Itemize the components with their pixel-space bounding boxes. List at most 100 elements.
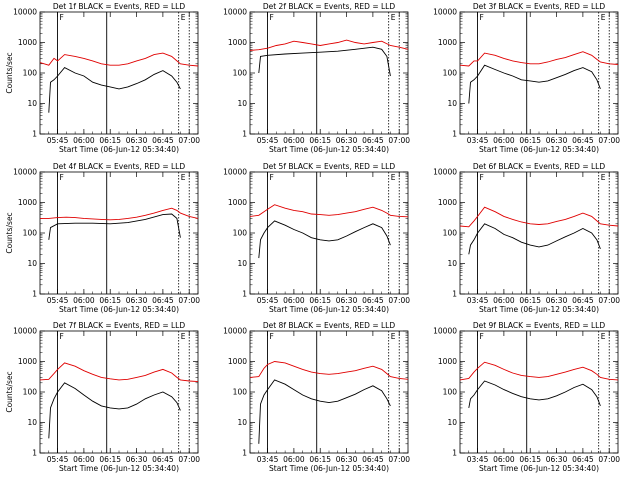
chart-panel-8: Det 8f BLACK = Events, RED = LLD 1 10 100 10… [223,321,410,473]
x-tick-label: 07:00 [178,455,200,464]
y-tick-label: 1 [452,290,457,299]
x-tick-label: 05:45 [47,136,69,145]
x-tick-label: 06:00 [73,136,95,145]
y-tick-label: 10 [447,99,457,108]
x-tick-label: 06:45 [152,136,174,145]
x-tick-label: 03:45 [467,296,489,305]
flag-label: E [391,13,396,22]
y-tick-label: 10000 [13,8,37,17]
y-tick-label: 1000 [438,38,457,47]
x-tick-label: 05:45 [257,136,279,145]
panel-title: Det 5f BLACK = Events, RED = LLD [263,162,396,171]
y-tick-label: 1000 [228,38,247,47]
series-line-events [468,64,601,104]
y-tick-label: 1000 [438,357,457,366]
x-tick-label: 06:45 [362,296,384,305]
x-tick-label: 06:30 [546,455,568,464]
x-axis-label: Start Time (06-Jun-12 05:34:40) [479,464,599,473]
flag-label: E [601,332,606,341]
y-tick-label: 100 [23,388,38,397]
flag-label: E [181,173,186,182]
x-tick-label: 03:45 [467,455,489,464]
flag-label: F [60,332,64,341]
flag-label: F [480,173,484,182]
x-tick-label: 07:00 [598,136,620,145]
x-axis-label: Start Time (06-Jun-12 05:34:40) [269,464,389,473]
x-tick-label: 06:15 [99,136,121,145]
y-tick-label: 1 [242,449,247,458]
y-tick-label: 10000 [13,327,37,336]
y-tick-label: 10 [27,259,37,268]
y-tick-label: 10 [237,418,247,427]
x-tick-label: 06:45 [572,296,594,305]
x-tick-label: 06:45 [152,455,174,464]
series-line-events [258,46,391,77]
x-tick-label: 06:15 [519,296,541,305]
y-tick-label: 10 [237,259,247,268]
flag-label: E [391,332,396,341]
flag-label: F [60,173,64,182]
x-tick-label: 06:45 [362,455,384,464]
x-tick-label: 06:00 [283,136,305,145]
y-tick-label: 100 [23,229,38,238]
x-tick-label: 06:00 [493,136,515,145]
y-tick-label: 10000 [433,168,457,177]
flag-label: F [270,173,274,182]
series-line-events [258,220,391,259]
x-tick-label: 06:30 [336,455,358,464]
y-tick-label: 1 [452,449,457,458]
series-line-lld [459,51,619,67]
panel-title: Det 9f BLACK = Events, RED = LLD [473,321,606,330]
chart-panel-2: Det 2f BLACK = Events, RED = LLD 1 10 100 10… [223,2,410,154]
flag-label: F [270,13,274,22]
y-axis-label: Counts/sec [5,212,14,253]
chart-panel-3: Det 3f BLACK = Events, RED = LLD 1 10 100 10… [433,2,620,154]
panel-title: Det 6f BLACK = Events, RED = LLD [473,162,606,171]
x-tick-label: 06:30 [546,136,568,145]
flag-label: E [181,13,186,22]
series-line-events [48,382,181,439]
chart-panel-6: Det 6f BLACK = Events, RED = LLD 1 10 100 10… [433,162,620,314]
y-tick-label: 1 [242,130,247,139]
y-tick-label: 10 [27,99,37,108]
y-tick-label: 1000 [18,38,37,47]
panel-title: Det 8f BLACK = Events, RED = LLD [263,321,396,330]
series-line-lld [249,39,409,51]
y-tick-label: 1000 [18,198,37,207]
x-tick-label: 06:15 [519,455,541,464]
x-tick-label: 07:00 [598,296,620,305]
x-tick-label: 06:15 [309,455,331,464]
series-line-lld [249,204,409,218]
series-line-events [468,223,601,255]
x-tick-label: 06:30 [336,136,358,145]
series-line-lld [40,207,199,221]
x-tick-label: 06:30 [126,296,148,305]
flag-label: F [480,332,484,341]
y-tick-label: 1 [32,449,37,458]
x-tick-label: 05:45 [257,296,279,305]
x-tick-label: 07:00 [178,296,200,305]
x-tick-label: 06:30 [546,296,568,305]
y-tick-label: 10000 [13,168,37,177]
series-line-events [468,380,601,408]
y-tick-label: 100 [233,69,248,78]
y-tick-label: 1000 [18,357,37,366]
x-tick-label: 06:00 [283,455,305,464]
series-line-events [48,67,181,113]
x-tick-label: 06:45 [572,136,594,145]
y-tick-label: 10000 [223,168,247,177]
x-tick-label: 06:15 [99,455,121,464]
y-tick-label: 1 [32,130,37,139]
x-tick-label: 07:00 [598,455,620,464]
x-tick-label: 06:30 [126,136,148,145]
y-tick-label: 10 [447,259,457,268]
chart-panel-9: Det 9f BLACK = Events, RED = LLD 1 10 100 10… [433,321,620,473]
x-tick-label: 06:15 [99,296,121,305]
x-tick-label: 06:00 [283,296,305,305]
x-tick-label: 07:00 [388,296,410,305]
flag-label: E [181,332,186,341]
series-line-lld [39,362,199,383]
y-tick-label: 100 [233,229,248,238]
x-tick-label: 07:00 [388,136,410,145]
